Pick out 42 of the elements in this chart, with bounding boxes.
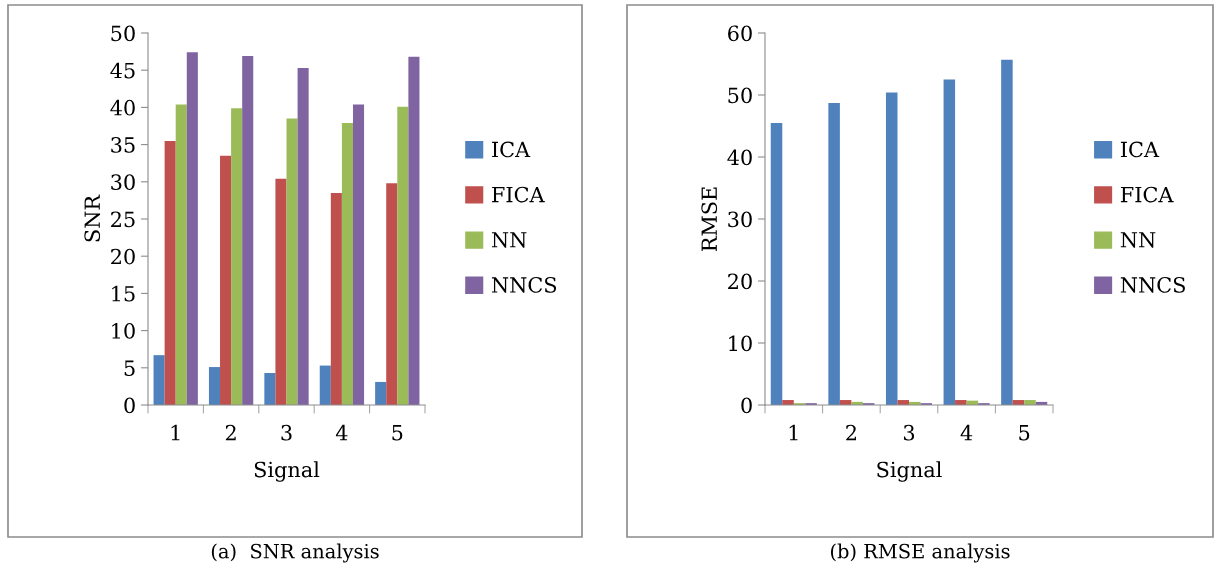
x-axis-title: Signal bbox=[254, 461, 320, 482]
x-tick-label: 5 bbox=[392, 425, 403, 441]
x-tick-label: 3 bbox=[903, 424, 915, 441]
legend-label: NNCS bbox=[1120, 277, 1185, 293]
y-tick-label: 30 bbox=[728, 211, 752, 228]
y-tick-label: 5 bbox=[124, 360, 135, 377]
text: (a) SNR analysis bbox=[211, 543, 379, 563]
y-tick-label: 0 bbox=[124, 397, 135, 414]
y-tick-label: 35 bbox=[111, 137, 135, 153]
legend-label: FICA bbox=[492, 186, 545, 203]
y-tick-label: 40 bbox=[727, 149, 752, 166]
x-tick-label: 2 bbox=[225, 424, 236, 441]
x-tick-label: 2 bbox=[846, 424, 856, 441]
legend-label: NN bbox=[1120, 232, 1156, 248]
x-tick-label: 3 bbox=[281, 424, 292, 441]
legend-label: NN bbox=[491, 232, 527, 248]
y-axis-title: SNR bbox=[84, 194, 101, 242]
y-tick-label: 10 bbox=[112, 323, 135, 339]
y-tick-label: 50 bbox=[728, 87, 752, 104]
x-tick-label: 1 bbox=[789, 424, 798, 441]
legend-label: ICA bbox=[492, 141, 531, 158]
y-tick-label: 0 bbox=[741, 397, 752, 414]
y-tick-label: 20 bbox=[728, 273, 752, 290]
x-tick-label: 5 bbox=[1019, 425, 1030, 441]
x-tick-label: 1 bbox=[171, 424, 180, 441]
y-tick-label: 40 bbox=[110, 99, 135, 116]
y-tick-label: 45 bbox=[110, 62, 135, 79]
legend-label: FICA bbox=[1120, 186, 1174, 203]
y-tick-label: 10 bbox=[729, 335, 752, 352]
y-tick-label: 20 bbox=[111, 248, 135, 265]
legend-label: ICA bbox=[1120, 141, 1160, 158]
y-tick-label: 15 bbox=[112, 285, 135, 302]
x-axis-title: Signal bbox=[877, 461, 942, 482]
y-tick-label: 30 bbox=[111, 174, 135, 191]
x-tick-label: 4 bbox=[335, 424, 348, 441]
legend-label: NNCS bbox=[491, 277, 557, 293]
x-tick-label: 4 bbox=[960, 424, 973, 441]
y-tick-label: 25 bbox=[111, 211, 135, 228]
y-tick-label: 50 bbox=[111, 25, 135, 42]
text: (b) RMSE analysis bbox=[830, 543, 1010, 563]
y-axis-title: RMSE bbox=[701, 187, 718, 252]
y-tick-label: 60 bbox=[728, 25, 752, 42]
